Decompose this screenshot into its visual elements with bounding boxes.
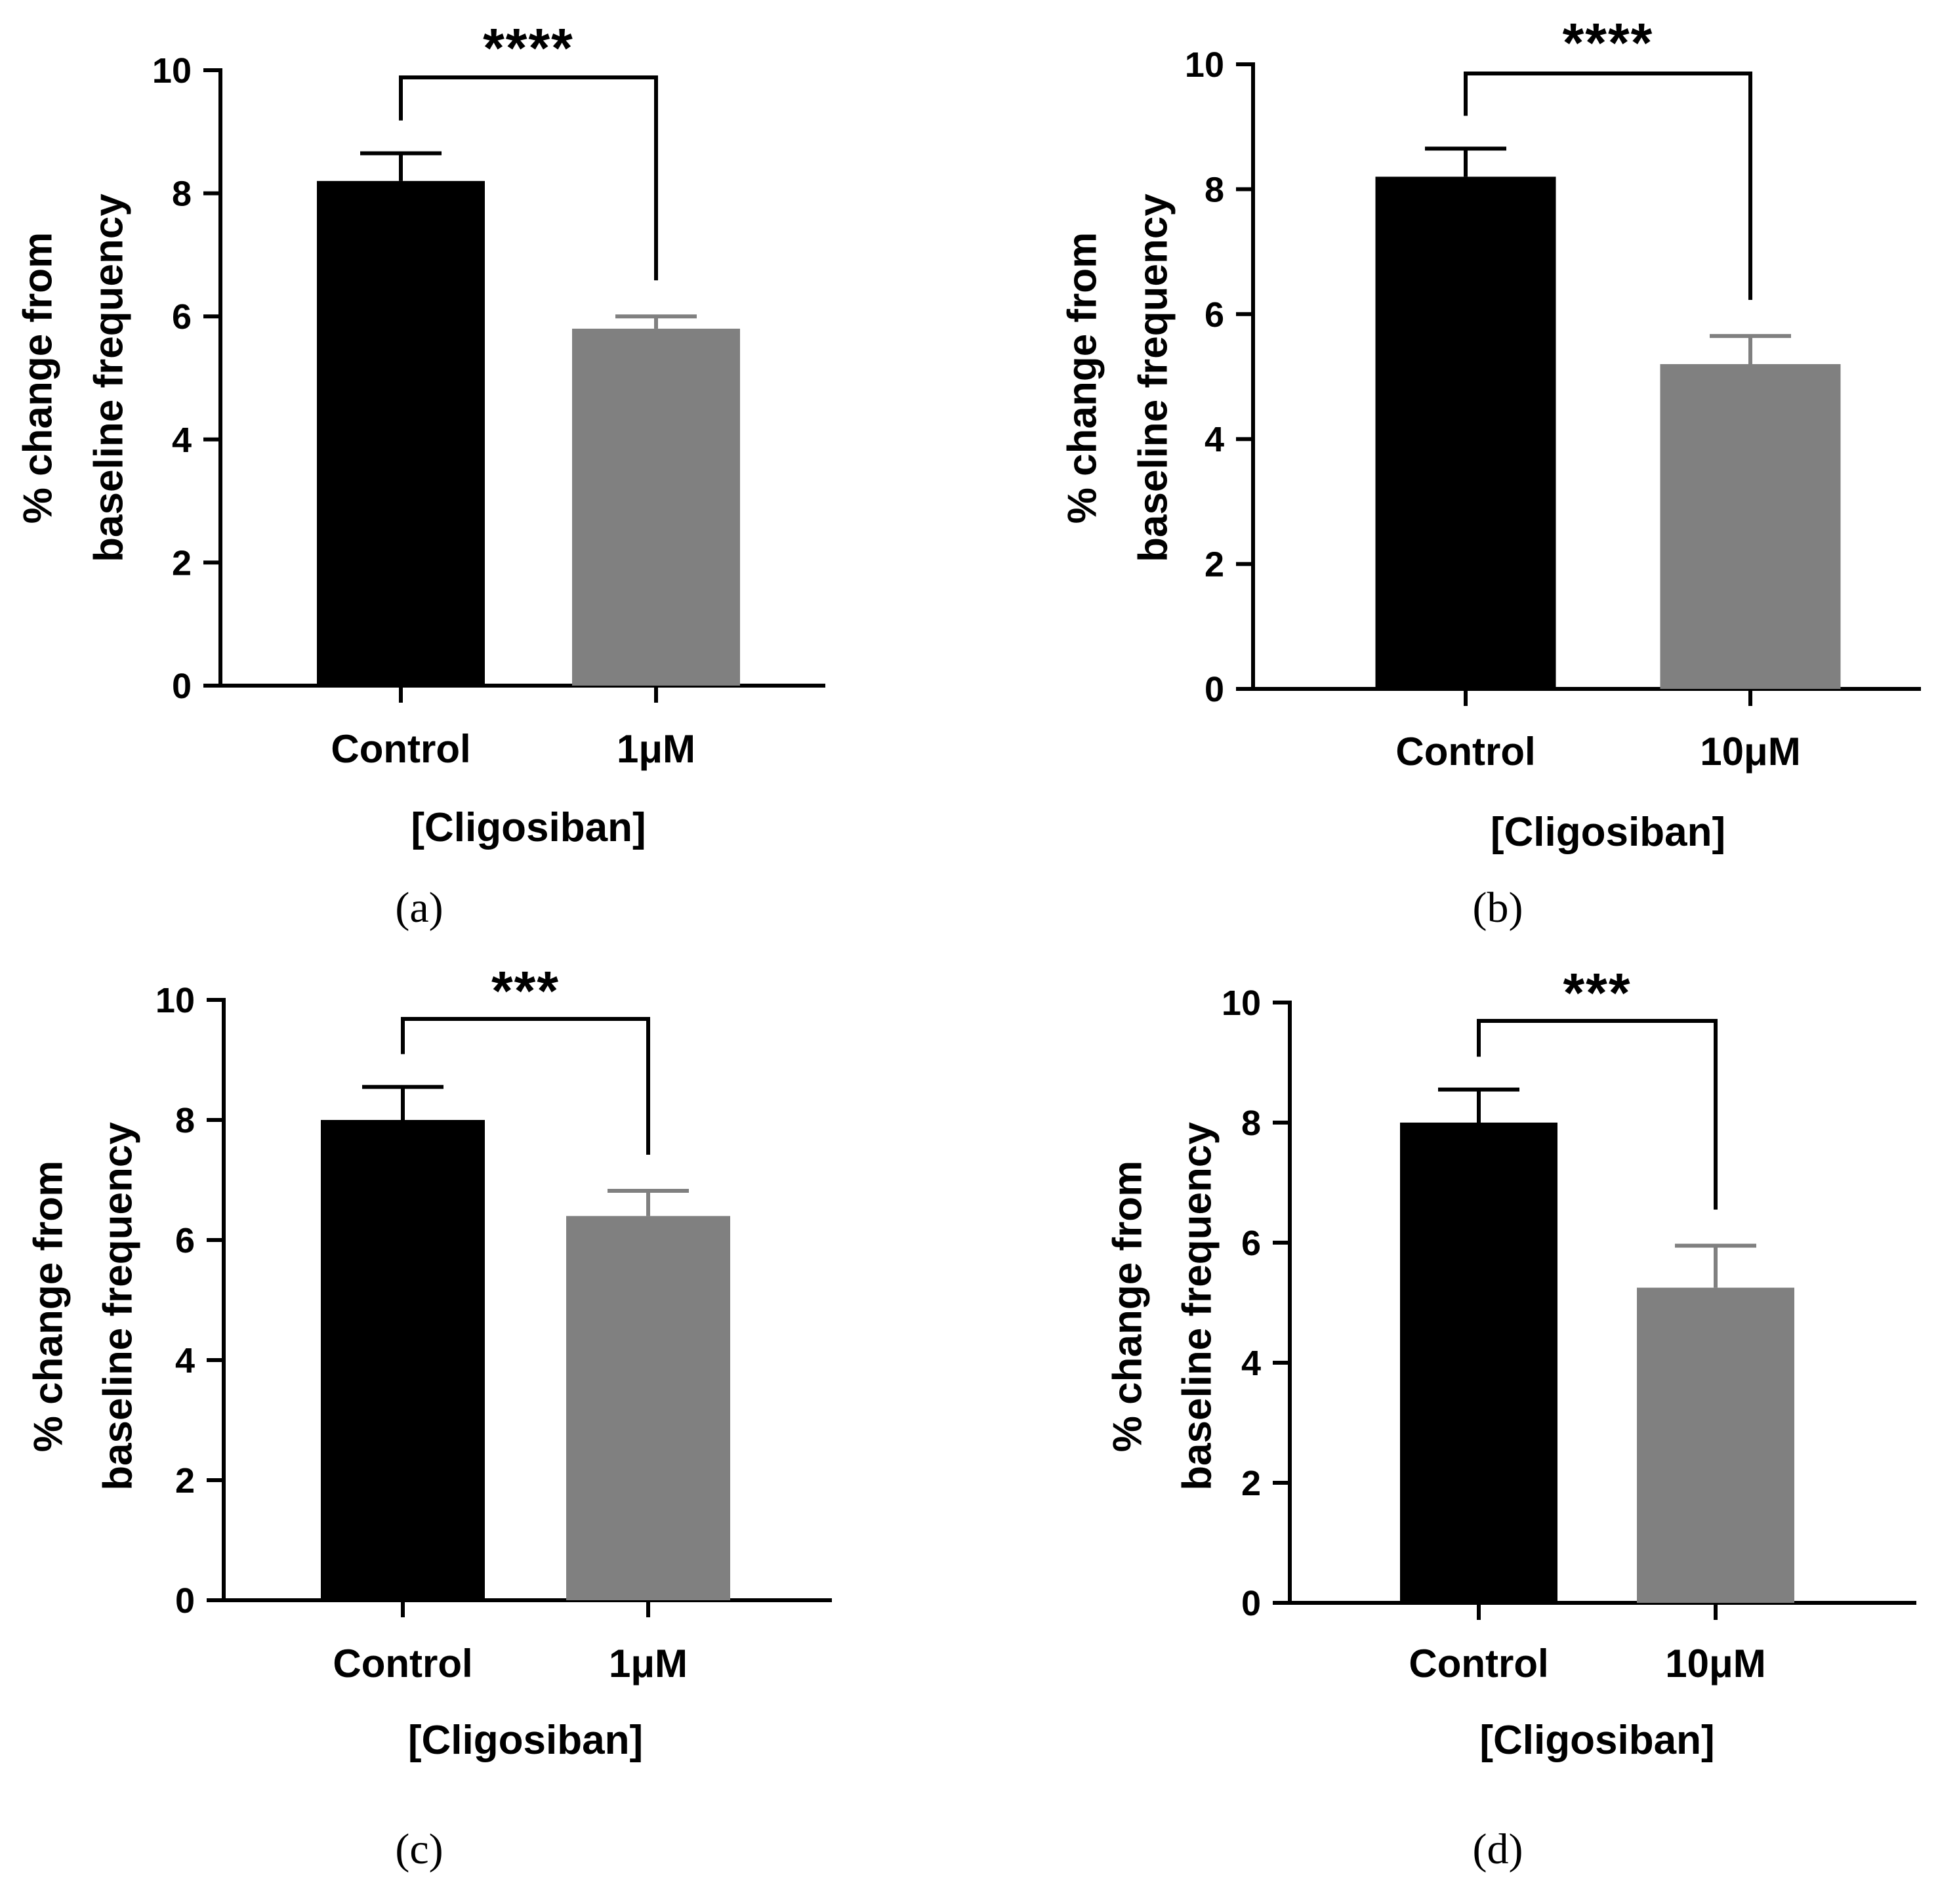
y-tick-label: 6: [172, 297, 192, 337]
y-axis-title-line1: % change from: [15, 232, 60, 524]
y-tick-label: 0: [172, 667, 192, 706]
significance-label: ****: [483, 17, 574, 79]
panel-label: (c): [395, 1825, 443, 1873]
x-axis-title: [Cligosiban]: [408, 1718, 643, 1763]
y-axis-title-line1: % change from: [1105, 1161, 1150, 1452]
x-category-label: Control: [331, 727, 470, 771]
bar-treatment: [1637, 1287, 1794, 1603]
significance-bracket: [401, 1017, 650, 1155]
y-tick-label: 2: [175, 1461, 195, 1500]
y-tick-label: 2: [1241, 1464, 1261, 1503]
x-category-label: 1μM: [609, 1642, 688, 1686]
y-axis-title-line1: % change from: [1060, 232, 1105, 524]
x-axis-title: [Cligosiban]: [1479, 1718, 1714, 1763]
x-category-label: Control: [1409, 1642, 1548, 1686]
x-axis-title: [Cligosiban]: [411, 805, 646, 850]
y-tick-label: 4: [1241, 1344, 1261, 1383]
y-tick-label: 10: [1185, 45, 1224, 85]
y-tick-label: 2: [172, 543, 192, 583]
x-category-label: 10μM: [1665, 1642, 1765, 1686]
y-tick-label: 6: [175, 1221, 195, 1260]
y-axis-title-line2: baseline frequency: [1130, 194, 1176, 562]
y-axis-title-line2: baseline frequency: [95, 1122, 140, 1491]
chart-panel-4: 0 2 4 6 8 10 Control 10μM *** % change from baseli…: [1105, 962, 1916, 1873]
significance-label: ****: [1563, 12, 1654, 73]
x-category-label: Control: [333, 1642, 472, 1686]
y-tick-label: 4: [175, 1341, 195, 1380]
y-tick-label: 8: [172, 175, 192, 214]
y-tick-label: 8: [1241, 1104, 1261, 1143]
y-tick-label: 10: [1222, 983, 1261, 1023]
panel-label: (b): [1473, 884, 1523, 932]
x-category-label: Control: [1395, 730, 1535, 774]
y-tick-label: 0: [1241, 1584, 1261, 1623]
y-tick-label: 0: [175, 1581, 195, 1621]
chart-panel-2: 0 2 4 6 8 10 Control 10μM **** % change from basel…: [1060, 12, 1921, 932]
x-axis-title: [Cligosiban]: [1491, 810, 1725, 855]
bar-treatment: [1660, 363, 1841, 689]
bar-treatment: [572, 328, 740, 686]
y-tick-label: 8: [1205, 170, 1224, 209]
y-axis-title-line2: baseline frequency: [1174, 1122, 1220, 1491]
significance-label: ***: [491, 960, 560, 1022]
y-tick-label: 4: [1205, 420, 1224, 459]
y-axis-title-line2: baseline frequency: [86, 194, 131, 562]
y-tick-label: 0: [1205, 670, 1224, 709]
x-category-label: 10μM: [1700, 730, 1800, 774]
panel-label: (d): [1473, 1825, 1523, 1873]
significance-bracket: [1477, 1019, 1718, 1210]
significance-bracket: [399, 75, 658, 281]
y-tick-label: 10: [152, 51, 192, 91]
bar-control: [321, 1120, 485, 1600]
y-tick-label: 6: [1241, 1224, 1261, 1263]
y-tick-label: 10: [155, 981, 195, 1020]
y-tick-label: 4: [172, 421, 192, 460]
y-tick-label: 6: [1205, 295, 1224, 335]
x-category-label: 1μM: [617, 727, 695, 771]
panel-label: (a): [395, 884, 443, 932]
bar-control: [1400, 1123, 1557, 1603]
bar-control: [1375, 176, 1556, 689]
y-axis-title-line1: % change from: [26, 1161, 71, 1452]
significance-label: ***: [1563, 962, 1631, 1024]
y-tick-label: 8: [175, 1101, 195, 1140]
bar-treatment: [566, 1216, 730, 1600]
bar-control: [317, 180, 485, 686]
chart-panel-3: 0 2 4 6 8 10 Control 1μM *** % change from baselin…: [26, 960, 832, 1873]
significance-bracket: [1464, 72, 1752, 300]
chart-panel-1: 0 2 4 6 8 10 Control 1μM **** % change from baseli…: [15, 17, 825, 932]
y-tick-label: 2: [1205, 545, 1224, 585]
